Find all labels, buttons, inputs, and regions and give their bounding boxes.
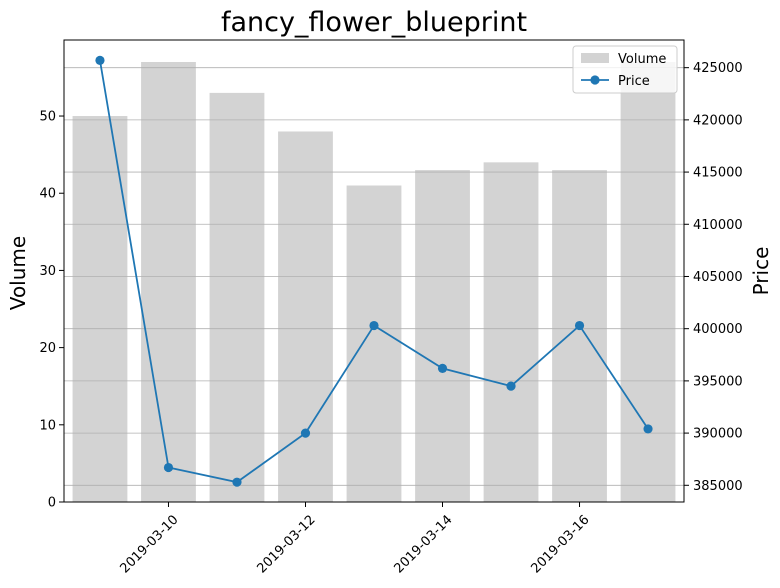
- point-price-2019-03-13: [369, 320, 379, 331]
- point-price-2019-03-15: [506, 381, 516, 391]
- legend-marker-price: [590, 75, 600, 85]
- x-tick-label-2019-03-12: 2019-03-12: [255, 512, 319, 576]
- bar-volume-2019-03-11: [209, 92, 265, 502]
- y-right-tick-label-405000: 405000: [693, 270, 743, 285]
- x-tick-label-2019-03-16: 2019-03-16: [529, 512, 593, 576]
- y-right-tick-label-420000: 420000: [693, 113, 743, 128]
- y-right-tick-label-395000: 395000: [693, 374, 743, 389]
- y-axis-left: 0 10 20 30 40 50: [39, 110, 64, 511]
- y-left-tick-label-50: 50: [39, 110, 56, 125]
- y-right-tick-label-390000: 390000: [693, 427, 743, 442]
- bar-layer: [72, 62, 676, 502]
- bar-volume-2019-03-16: [552, 170, 607, 502]
- point-price-2019-03-11: [232, 477, 242, 487]
- y-left-tick-label-30: 30: [39, 264, 56, 279]
- y-left-tick-label-20: 20: [39, 341, 56, 356]
- legend: Volume Price: [572, 45, 678, 94]
- y-right-tick-label-385000: 385000: [693, 479, 743, 494]
- legend-swatch-volume: [581, 53, 609, 63]
- y-axis-right-title: Price: [749, 247, 773, 296]
- point-price-2019-03-14: [437, 363, 448, 373]
- bar-volume-2019-03-13: [346, 185, 402, 502]
- bar-volume-2019-03-10: [141, 62, 196, 502]
- y-right-tick-label-425000: 425000: [693, 61, 743, 76]
- bar-volume-2019-03-17: [620, 62, 676, 502]
- bar-volume-2019-03-15: [483, 162, 539, 502]
- line-layer: [95, 55, 653, 487]
- bar-volume-2019-03-12: [278, 131, 333, 502]
- bar-volume-2019-03-09: [72, 116, 128, 502]
- y-left-tick-label-0: 0: [48, 496, 56, 511]
- y-axis-right: 385000 390000 395000 400000 405000 410000 4150…: [684, 61, 743, 494]
- y-left-tick-label-40: 40: [39, 187, 56, 202]
- x-axis: 2019-03-10 2019-03-12 2019-03-14 2019-03-16: [117, 502, 593, 576]
- x-tick-label-2019-03-10: 2019-03-10: [117, 512, 181, 576]
- y-right-tick-label-415000: 415000: [693, 166, 743, 181]
- y-left-tick-label-10: 10: [39, 418, 56, 433]
- legend-label-volume: Volume: [618, 52, 666, 67]
- point-price-2019-03-12: [300, 428, 311, 438]
- y-axis-left-title: Volume: [6, 236, 30, 310]
- point-price-2019-03-09: [95, 55, 105, 65]
- legend-label-price: Price: [618, 74, 650, 89]
- point-price-2019-03-17: [643, 424, 653, 434]
- y-right-tick-label-410000: 410000: [693, 218, 743, 233]
- x-tick-label-2019-03-14: 2019-03-14: [392, 512, 456, 576]
- bar-volume-2019-03-14: [415, 170, 470, 502]
- point-price-2019-03-16: [574, 320, 585, 331]
- point-price-2019-03-10: [163, 462, 174, 473]
- plot-frame: [63, 39, 685, 503]
- y-right-tick-label-400000: 400000: [693, 322, 743, 337]
- chart-title: fancy_flower_blueprint: [221, 7, 527, 38]
